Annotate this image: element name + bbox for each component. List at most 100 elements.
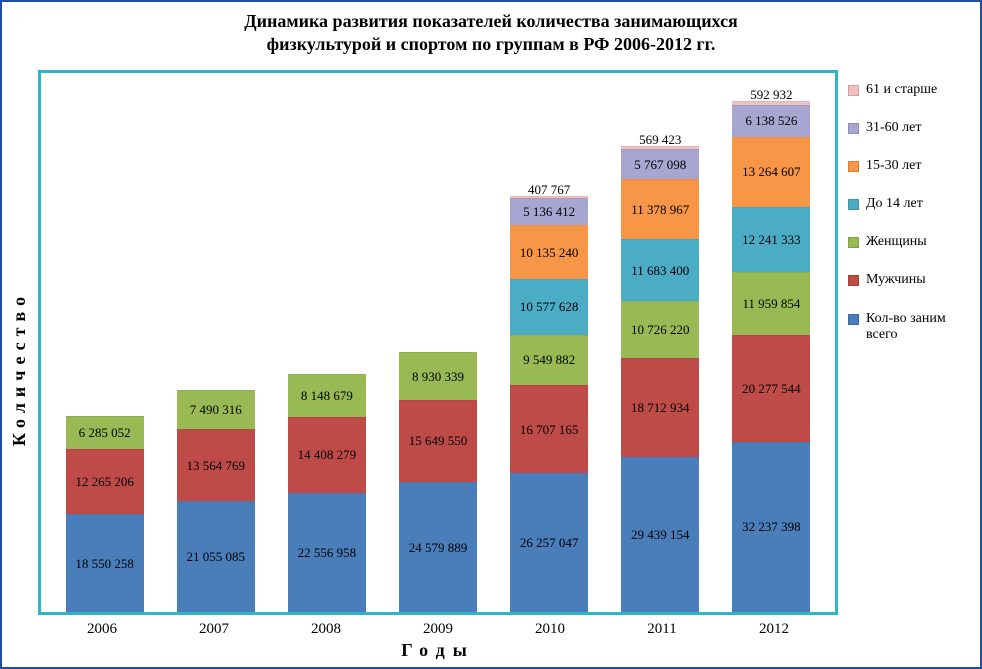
bar-segment-u14: 10 577 628 [510,279,588,335]
legend-swatch [848,123,859,134]
bar-segment-a3160: 5 136 412 [510,198,588,225]
legend-label: 61 и старше [866,82,974,98]
x-tick: 2008 [270,621,382,638]
bar-stack: 29 439 154 18 712 934 10 726 220 11 683 400… [621,146,699,612]
legend-label: До 14 лет [866,196,974,212]
bar-group: 32 237 398 20 277 544 11 959 854 12 241 333… [716,73,827,612]
bar-segment-label: 29 439 154 [631,527,690,543]
bar-segment-men: 15 649 550 [399,400,477,483]
bar-group: 21 055 08513 564 7697 490 316 [160,73,271,612]
legend-item: 15-30 лет [848,158,974,174]
legend-swatch [848,237,859,248]
bar-segment-total: 26 257 047 [510,473,588,612]
bar-segment-a61: 569 423 [621,146,699,149]
bar-segment-women: 9 549 882 [510,335,588,385]
x-tick: 2009 [382,621,494,638]
legend-swatch [848,199,859,210]
y-axis-label: Количество [2,70,38,667]
bar-segment-label: 10 726 220 [631,322,690,338]
x-axis-label: Годы [38,640,838,667]
bar-segment-label: 407 767 [528,182,570,198]
bar-group: 18 550 258 12 265 206 6 285 052 [49,73,160,612]
legend-label: 15-30 лет [866,158,974,174]
bar-segment-label: 5 136 412 [523,204,575,220]
bar-segment-label: 32 237 398 [742,519,801,535]
bar-segment-a61: 407 767 [510,196,588,198]
bar-stack: 18 550 258 12 265 206 6 285 052 [66,416,144,612]
bar-segment-label: 12 265 206 [75,474,134,490]
legend-label: Кол-во заним всего [866,311,974,343]
bar-segment-women: 8 148 679 [288,374,366,417]
plot-column: 18 550 25812 265 2066 285 05221 055 0851… [38,70,842,667]
bar-segment-label: 13 564 769 [186,458,245,474]
bar-segment-label: 8 930 339 [412,369,464,385]
bar-segment-label: 10 577 628 [520,299,579,315]
bar-segment-label: 10 135 240 [520,245,579,261]
bar-segment-label: 13 264 607 [742,164,801,180]
bar-segment-label: 24 579 889 [409,540,468,556]
legend-item: До 14 лет [848,196,974,212]
plot-area: 18 550 25812 265 2066 285 05221 055 0851… [38,70,838,615]
legend-item: Мужчины [848,272,974,288]
x-tick: 2007 [158,621,270,638]
bar-group: 29 439 154 18 712 934 10 726 220 11 683 400… [605,73,716,612]
bar-segment-label: 11 959 854 [742,296,800,312]
x-tick: 2006 [46,621,158,638]
chart-body: Количество 18 550 258 12 265 206 6 285 052… [2,70,980,667]
bar-group: 24 579 889 15 649 550 8 930 339 [382,73,493,612]
legend-swatch [848,275,859,286]
bar-segment-men: 14 408 279 [288,417,366,493]
bar-segment-a1530: 10 135 240 [510,225,588,279]
bar-group: 26 257 047 16 707 165 9 549 882 10 577 628 1… [494,73,605,612]
bar-segment-label: 20 277 544 [742,381,801,397]
legend-swatch [848,85,859,96]
bar-segment-total: 24 579 889 [399,482,477,612]
bar-segment-a61: 592 932 [732,101,810,104]
bar-segment-total: 22 556 958 [288,493,366,612]
bar-stack: 24 579 889 15 649 550 8 930 339 [399,352,477,612]
legend-item: Кол-во заним всего [848,311,974,343]
bar-group: 22 556 958 14 408 279 8 148 679 [271,73,382,612]
bar-segment-label: 6 285 052 [79,425,131,441]
bar-segment-label: 7 490 316 [190,402,242,418]
chart-frame: Динамика развития показателей количества… [0,0,982,669]
bar-stack: 21 055 08513 564 7697 490 316 [177,390,255,612]
legend-item: Женщины [848,234,974,250]
legend-label: Мужчины [866,272,974,288]
bar-segment-label: 592 932 [750,87,792,103]
bar-stack: 32 237 398 20 277 544 11 959 854 12 241 333… [732,101,810,612]
bar-segment-women: 11 959 854 [732,272,810,335]
chart-title: Динамика развития показателей количества… [2,2,980,59]
bar-stack: 22 556 958 14 408 279 8 148 679 [288,374,366,612]
x-axis-ticks: 2006200720082009201020112012 [38,615,838,640]
legend-label: Женщины [866,234,974,250]
legend-swatch [848,314,859,325]
x-tick: 2012 [718,621,830,638]
bar-stack: 26 257 047 16 707 165 9 549 882 10 577 628 1… [510,196,588,612]
bar-segment-women: 6 285 052 [66,416,144,449]
bar-segment-label: 5 767 098 [634,157,686,173]
bar-segment-women: 7 490 316 [177,390,255,430]
bar-segment-a1530: 13 264 607 [732,137,810,207]
bar-segment-label: 8 148 679 [301,388,353,404]
legend-item: 31-60 лет [848,120,974,136]
bar-segment-a3160: 6 138 526 [732,105,810,137]
bar-segment-men: 12 265 206 [66,449,144,514]
bar-segment-women: 8 930 339 [399,352,477,399]
title-line-1: Динамика развития показателей количества… [244,11,738,31]
bar-segment-label: 16 707 165 [520,422,579,438]
bar-segment-men: 18 712 934 [621,358,699,457]
bar-segment-men: 20 277 544 [732,335,810,442]
bar-segment-total: 18 550 258 [66,514,144,612]
bar-segment-label: 26 257 047 [520,535,579,551]
legend-swatch [848,161,859,172]
x-tick: 2010 [494,621,606,638]
bar-segment-label: 11 683 400 [631,263,689,279]
bar-segment-label: 14 408 279 [298,447,357,463]
legend: 61 и старше 31-60 лет 15-30 лет До 14 лет Же… [842,70,980,667]
bar-segment-label: 11 378 967 [631,202,689,218]
bar-segment-u14: 12 241 333 [732,207,810,272]
bar-segment-label: 12 241 333 [742,232,801,248]
bar-segment-label: 15 649 550 [409,433,468,449]
title-line-2: физкультурой и спортом по группам в РФ 2… [267,34,716,54]
